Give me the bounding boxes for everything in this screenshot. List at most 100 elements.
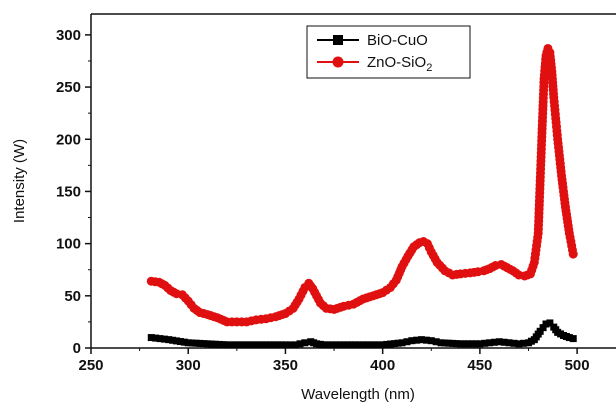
- data-point-zno-sio2: [568, 249, 578, 259]
- data-point-bio-cuo: [351, 341, 359, 349]
- data-point-bio-cuo: [486, 339, 494, 347]
- data-point-bio-cuo: [390, 340, 398, 348]
- data-point-bio-cuo: [227, 341, 235, 349]
- legend-label-zno-sio2: ZnO-SiO2: [367, 54, 432, 74]
- data-point-bio-cuo: [336, 341, 344, 349]
- series-bio-cuo: [147, 319, 577, 349]
- x-tick-label: 500: [565, 357, 590, 374]
- y-tick-label: 0: [73, 340, 81, 357]
- data-point-bio-cuo: [278, 341, 286, 349]
- data-point-bio-cuo: [449, 339, 457, 347]
- legend-label-bio-cuo: BiO-CuO: [367, 32, 428, 49]
- data-point-bio-cuo: [296, 340, 304, 348]
- y-axis-title: Intensity (W): [11, 139, 28, 223]
- data-point-bio-cuo: [432, 338, 440, 346]
- data-point-bio-cuo: [328, 341, 336, 349]
- data-point-bio-cuo: [223, 341, 231, 349]
- data-point-bio-cuo: [422, 336, 430, 344]
- data-point-bio-cuo: [266, 341, 274, 349]
- data-point-bio-cuo: [291, 341, 299, 349]
- data-point-bio-cuo: [375, 341, 383, 349]
- data-point-bio-cuo: [464, 340, 472, 348]
- legend-label-zno-sio2-subscript: 2: [426, 62, 432, 74]
- data-point-bio-cuo: [418, 336, 426, 344]
- data-point-bio-cuo: [316, 340, 324, 348]
- data-point-bio-cuo: [386, 340, 394, 348]
- series-line-zno-sio2: [151, 45, 575, 323]
- data-point-bio-cuo: [184, 339, 192, 347]
- legend-marker-zno-sio2: [332, 56, 344, 68]
- x-axis-title: Wavelength (nm): [301, 386, 415, 403]
- data-point-bio-cuo: [383, 340, 391, 348]
- data-point-bio-cuo: [156, 335, 164, 343]
- data-point-bio-cuo: [495, 338, 503, 346]
- data-point-bio-cuo: [355, 341, 363, 349]
- data-point-bio-cuo: [192, 339, 200, 347]
- data-point-bio-cuo: [320, 341, 328, 349]
- data-point-bio-cuo: [403, 338, 411, 346]
- y-tick-label: 150: [56, 183, 81, 200]
- data-point-bio-cuo: [468, 340, 476, 348]
- data-point-bio-cuo: [169, 336, 177, 344]
- data-point-bio-cuo: [270, 341, 278, 349]
- data-point-bio-cuo: [456, 340, 464, 348]
- legend-marker-bio-cuo: [333, 35, 343, 45]
- data-point-bio-cuo: [286, 341, 294, 349]
- data-point-bio-cuo: [176, 338, 184, 346]
- data-point-bio-cuo: [460, 340, 468, 348]
- legend-box: [306, 25, 471, 79]
- data-point-bio-cuo: [250, 341, 258, 349]
- data-point-bio-cuo: [313, 340, 321, 348]
- legend: BiO-CuO ZnO-SiO2: [306, 25, 471, 79]
- data-point-bio-cuo: [539, 324, 547, 332]
- data-point-bio-cuo: [371, 341, 379, 349]
- data-point-bio-cuo: [188, 339, 196, 347]
- data-point-bio-cuo: [208, 340, 216, 348]
- x-tick-label: 350: [273, 357, 298, 374]
- data-point-bio-cuo: [542, 320, 550, 328]
- data-point-bio-cuo: [379, 341, 387, 349]
- data-point-bio-cuo: [569, 335, 577, 343]
- data-point-bio-cuo: [258, 341, 266, 349]
- data-point-bio-cuo: [546, 319, 554, 327]
- data-point-bio-cuo: [500, 338, 508, 346]
- x-tick-label: 400: [370, 357, 395, 374]
- data-point-bio-cuo: [476, 340, 484, 348]
- data-point-bio-cuo: [243, 341, 251, 349]
- data-point-bio-cuo: [239, 341, 247, 349]
- data-point-bio-cuo: [348, 341, 356, 349]
- data-point-bio-cuo: [437, 339, 445, 347]
- data-point-bio-cuo: [215, 340, 223, 348]
- data-point-bio-cuo: [394, 339, 402, 347]
- data-point-bio-cuo: [332, 341, 340, 349]
- data-point-bio-cuo: [510, 339, 518, 347]
- series-layer: [146, 43, 578, 349]
- data-point-bio-cuo: [204, 340, 212, 348]
- data-point-bio-cuo: [427, 337, 435, 345]
- data-point-bio-cuo: [536, 327, 544, 335]
- data-point-bio-cuo: [147, 334, 155, 342]
- data-point-bio-cuo: [408, 337, 416, 345]
- data-point-bio-cuo: [180, 338, 188, 346]
- data-point-bio-cuo: [359, 341, 367, 349]
- data-point-bio-cuo: [231, 341, 239, 349]
- data-point-bio-cuo: [254, 341, 262, 349]
- y-tick-label: 200: [56, 131, 81, 148]
- data-point-bio-cuo: [340, 341, 348, 349]
- series-zno-sio2: [146, 43, 578, 327]
- data-point-bio-cuo: [211, 340, 219, 348]
- data-point-bio-cuo: [196, 339, 204, 347]
- data-point-bio-cuo: [453, 340, 461, 348]
- data-point-bio-cuo: [490, 338, 498, 346]
- data-point-bio-cuo: [445, 339, 453, 347]
- data-point-bio-cuo: [165, 336, 173, 344]
- data-point-bio-cuo: [413, 336, 421, 344]
- data-point-bio-cuo: [565, 334, 573, 342]
- data-point-bio-cuo: [472, 340, 480, 348]
- data-point-bio-cuo: [363, 341, 371, 349]
- data-point-bio-cuo: [262, 341, 270, 349]
- data-point-bio-cuo: [344, 341, 352, 349]
- data-point-bio-cuo: [246, 341, 254, 349]
- data-point-bio-cuo: [481, 339, 489, 347]
